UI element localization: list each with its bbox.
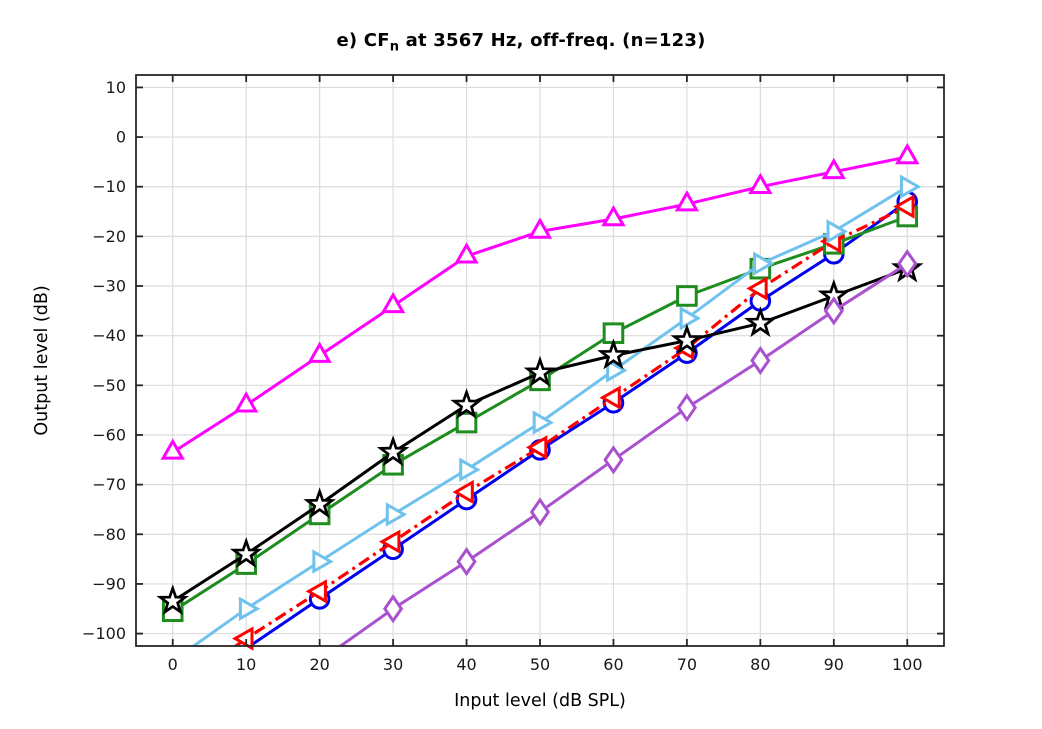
marker-diamond [823,296,844,326]
marker-pentagram [156,584,190,616]
marker-pentagram [229,537,263,568]
marker-diamond [676,393,698,423]
x-tick-label: 90 [824,655,844,674]
y-tick-label: −40 [92,326,126,345]
marker-triangle-up [748,172,773,195]
marker-triangle-left [599,385,621,410]
marker-diamond [529,497,551,527]
x-tick-label: 40 [456,655,476,674]
marker-triangle-right [312,549,334,574]
axes-box [135,74,945,647]
chart-title-suffix: at 3567 Hz, off-freq. (n=123) [399,30,706,51]
x-tick-label: 100 [892,655,923,674]
x-tick-label: 60 [603,655,623,674]
marker-pentagram [376,435,410,467]
y-tick-label: −10 [92,177,126,196]
y-tick-label: −80 [92,525,126,544]
marker-pentagram [744,306,777,338]
marker-triangle-up [601,204,626,227]
x-tick-label: 0 [168,655,178,674]
marker-triangle-up [233,391,259,413]
marker-triangle-up [307,341,332,363]
marker-square [455,411,478,434]
marker-triangle-right [238,596,261,621]
marker-triangle-right [385,502,408,527]
marker-diamond [382,594,404,624]
marker-triangle-right [753,251,775,276]
chart-title-subscript: n [389,39,400,55]
marker-pentagram [303,487,336,519]
series-purple-diamonds [338,249,918,646]
marker-pentagram [523,355,557,387]
marker-triangle-left [379,529,401,554]
series-magenta-up-triangles [160,142,920,460]
marker-triangle-right [606,358,628,383]
x-tick-label: 70 [677,655,697,674]
marker-triangle-left [305,579,327,604]
marker-triangle-up [674,190,700,212]
marker-triangle-up [895,142,920,165]
series-red-left-triangles [232,194,915,651]
series-skyblue-right-triangles [191,174,922,646]
marker-triangle-right [826,219,848,244]
y-axis-label: Output level (dB) [32,285,52,435]
y-tick-label: −30 [92,277,126,296]
marker-triangle-right [532,410,555,435]
marker-triangle-up [160,438,185,460]
x-tick-label: 30 [383,655,403,674]
y-tick-label: −90 [92,574,126,593]
y-tick-label: −70 [92,475,126,494]
x-tick-label: 10 [236,655,256,674]
x-tick-label: 20 [309,655,329,674]
marker-triangle-left [525,435,548,460]
marker-triangle-left [452,479,474,505]
marker-pentagram [597,338,630,370]
x-tick-label: 50 [530,655,550,674]
y-tick-label: 10 [106,78,126,97]
y-tick-label: 0 [116,128,126,147]
marker-triangle-up [527,217,553,239]
marker-triangle-right [679,306,701,331]
marker-triangle-up [821,157,847,180]
y-tick-label: −60 [92,425,126,444]
marker-triangle-left [893,194,915,219]
x-axis-label: Input level (dB SPL) [454,691,626,711]
marker-diamond [603,445,624,475]
marker-pentagram [450,388,483,420]
y-tick-label: −20 [92,227,126,246]
marker-triangle-up [454,242,479,264]
marker-triangle-right [899,174,922,199]
marker-triangle-up [380,291,406,314]
marker-pentagram [670,323,704,355]
chart-title: e) CFn at 3567 Hz, off-freq. (n=123) [0,30,1042,55]
marker-square [676,285,698,307]
chart-title-prefix: e) CF [336,30,390,51]
marker-triangle-right [459,457,481,482]
marker-diamond [456,546,477,577]
x-tick-label: 80 [750,655,770,674]
y-tick-label: −50 [92,376,126,395]
marker-triangle-left [746,276,768,301]
y-tick-label: −100 [82,624,126,643]
marker-diamond [897,249,918,279]
tick-labels: 0 10 20 30 40 50 60 70 80 90 100100−10−20−30−40−50… [82,78,922,674]
marker-triangle-left [232,626,254,651]
marker-diamond [750,345,771,376]
